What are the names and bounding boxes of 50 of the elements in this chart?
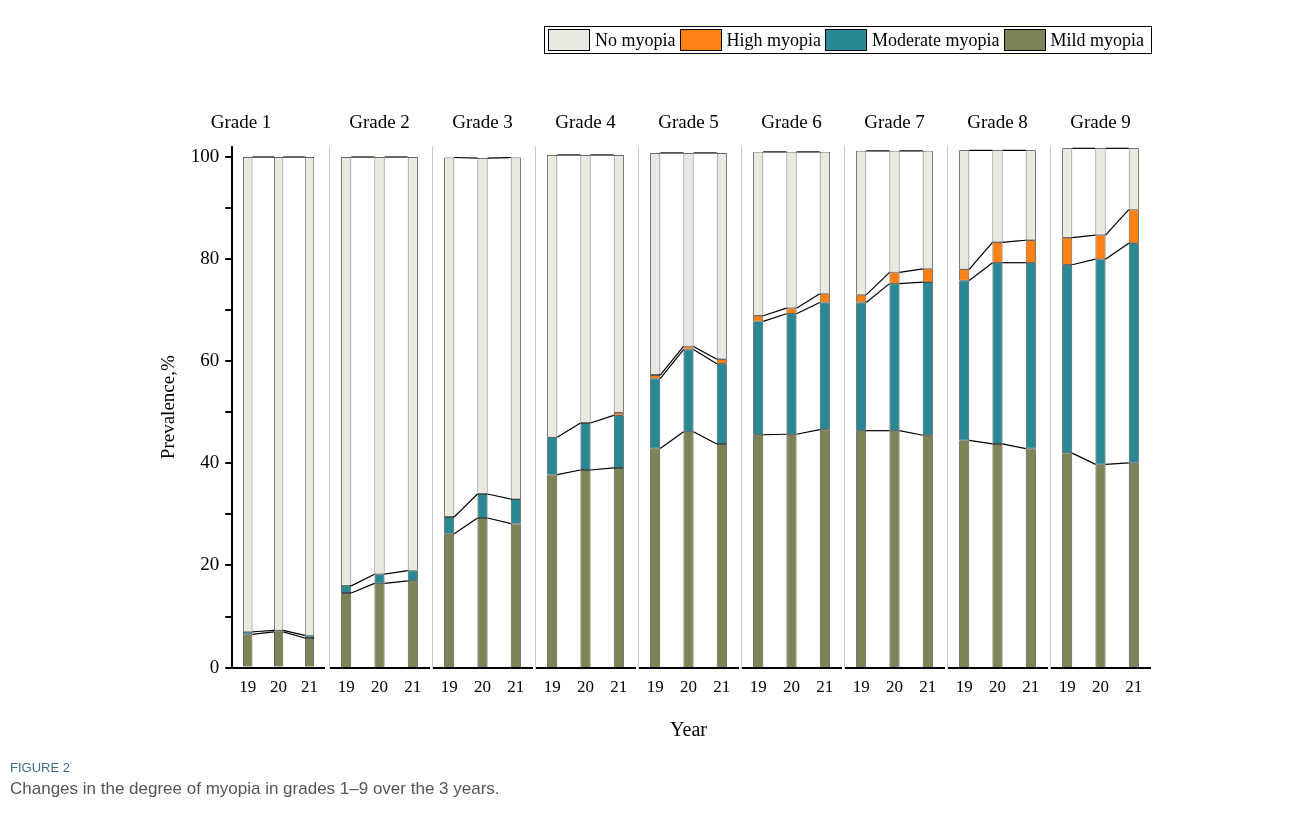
chart-title: Grade 5 <box>658 111 719 133</box>
x-tick-label: 20 <box>886 677 903 697</box>
chart-title: Grade 6 <box>761 111 822 133</box>
x-tick-label: 20 <box>474 677 491 697</box>
x-tick-label: 19 <box>646 677 664 697</box>
chart-title: Grade 8 <box>967 111 1028 133</box>
x-tick-label: 20 <box>680 677 697 697</box>
x-tick-label: 21 <box>301 677 318 697</box>
x-tick-label: 21 <box>404 677 422 697</box>
x-tick-label: 21 <box>1125 677 1143 697</box>
legend-label: Moderate myopia <box>872 29 1000 51</box>
x-tick-label: 20 <box>783 677 800 697</box>
x-tick-label: 20 <box>989 677 1006 697</box>
x-tick-label: 20 <box>577 677 594 697</box>
chart-title: Grade 4 <box>555 111 617 133</box>
y-tick-label: 60 <box>200 349 220 371</box>
chart-title: Grade 1 <box>210 111 272 133</box>
chart-title: Grade 3 <box>452 111 513 133</box>
caption: FIGURE 2 <box>10 760 71 775</box>
x-tick-label: 21 <box>610 677 628 697</box>
y-tick-label: 40 <box>200 451 220 473</box>
x-tick-label: 19 <box>955 677 973 697</box>
x-tick-label: 21 <box>507 677 525 697</box>
legend-label: Mild myopia <box>1050 29 1144 51</box>
x-tick-label: 19 <box>852 677 870 697</box>
y-tick-label: 20 <box>200 553 220 575</box>
legend-label: No myopia <box>595 29 676 51</box>
x-tick-label: 19 <box>543 677 561 697</box>
x-tick-label: 19 <box>337 677 355 697</box>
chart-title: Grade 2 <box>349 111 410 133</box>
legend-label: High myopia <box>726 29 822 51</box>
x-tick-label: 21 <box>919 677 937 697</box>
x-tick-label: 19 <box>749 677 767 697</box>
chart-title: Grade 9 <box>1070 111 1131 133</box>
chart-title: Grade 7 <box>864 111 925 133</box>
x-tick-label: 19 <box>239 677 257 697</box>
x-tick-label: 20 <box>371 677 388 697</box>
y-axis-title: Prevalence,% <box>157 355 179 460</box>
text: Changes in the degree of myopia in grades 1–9 over the 3 years. <box>10 779 500 799</box>
x-tick-label: 20 <box>1092 677 1109 697</box>
x-tick-label: 21 <box>1022 677 1040 697</box>
x-tick-label: 20 <box>270 677 288 697</box>
y-tick-label: 0 <box>209 655 220 677</box>
x-tick-label: 19 <box>440 677 458 697</box>
x-tick-label: 21 <box>713 677 731 697</box>
x-axis-title: Year <box>669 718 708 741</box>
x-tick-label: 21 <box>816 677 834 697</box>
x-tick-label: 19 <box>1058 677 1076 697</box>
y-tick-label: 80 <box>200 247 220 269</box>
y-tick-label: 100 <box>190 145 220 166</box>
